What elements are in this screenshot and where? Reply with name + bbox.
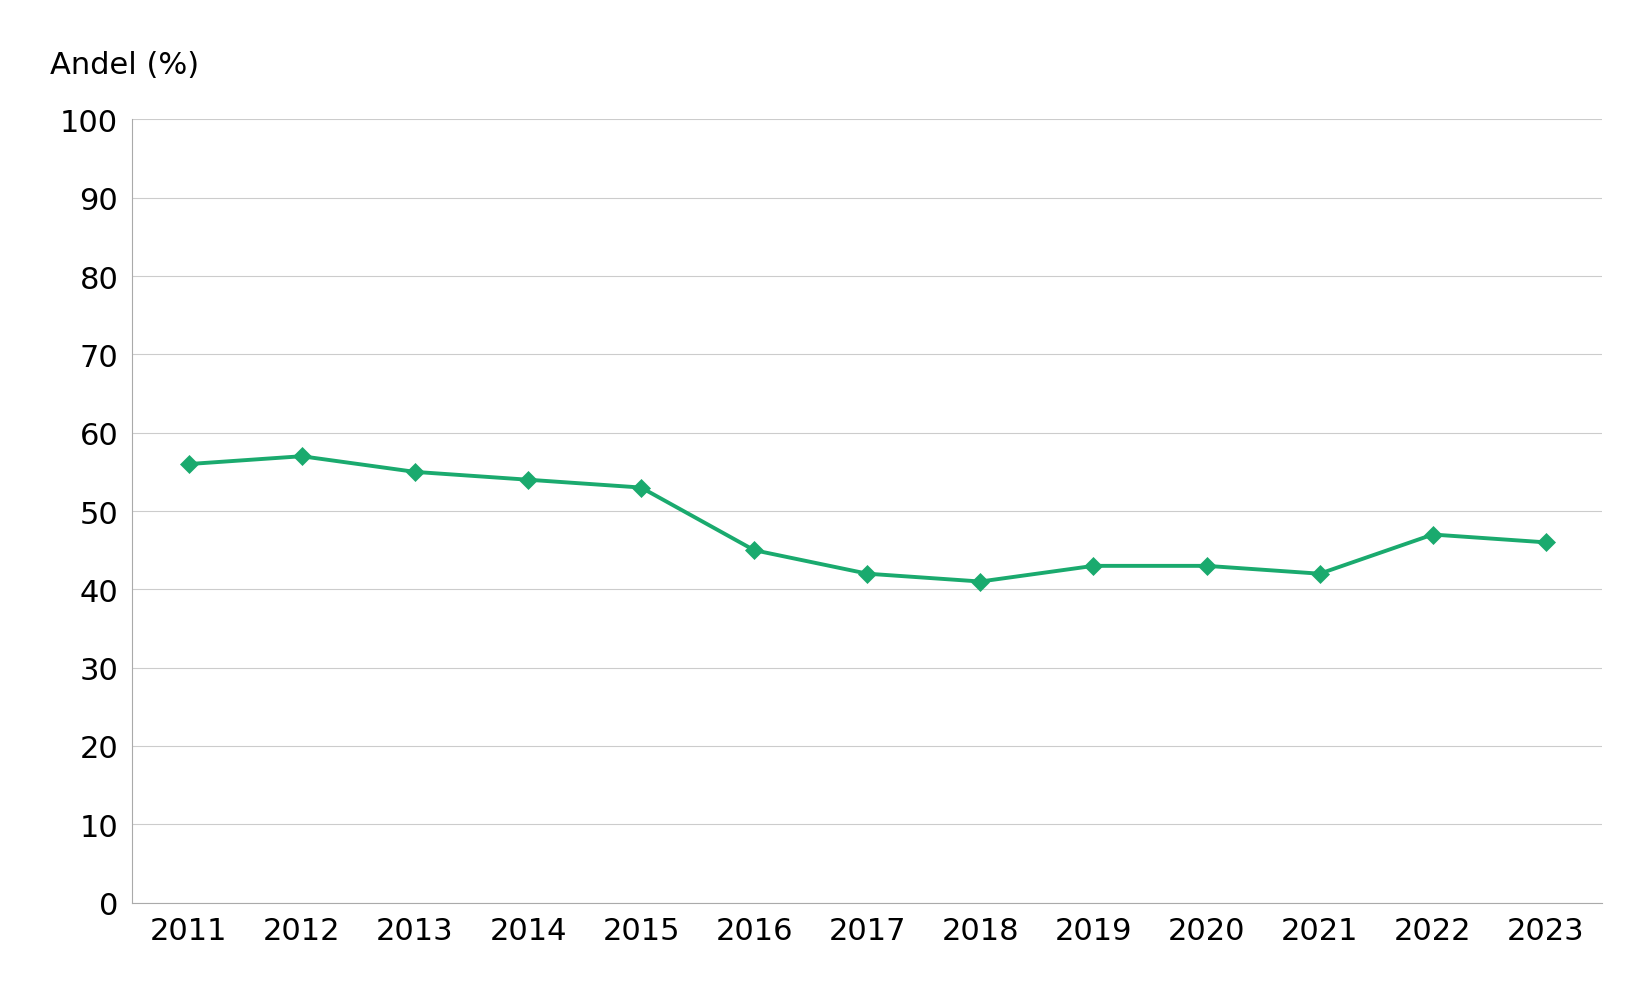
Text: Andel (%): Andel (%)	[50, 51, 198, 80]
